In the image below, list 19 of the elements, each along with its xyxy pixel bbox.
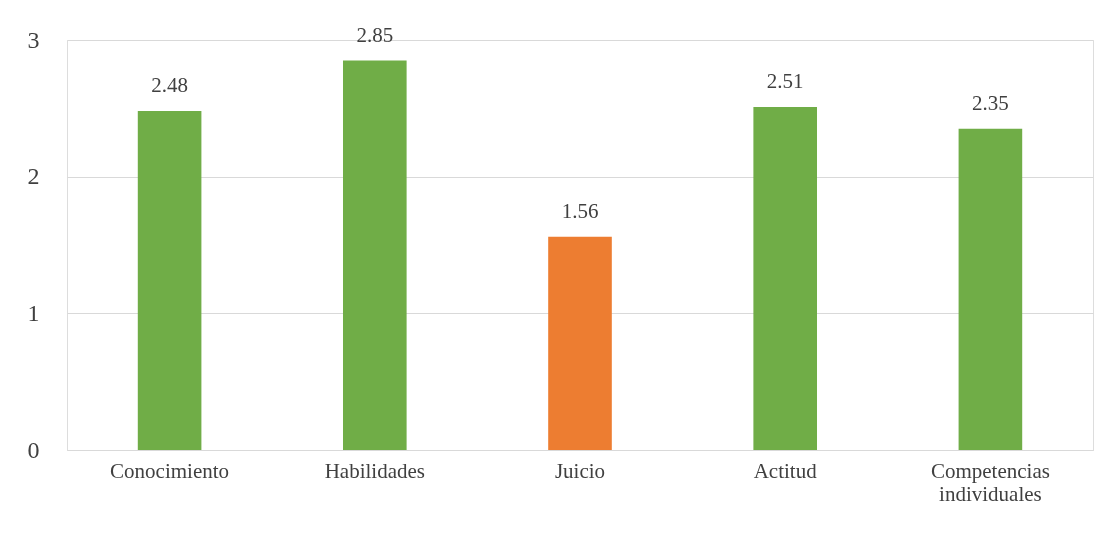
x-tick-label: Competencias individuales — [930, 458, 1050, 506]
data-label: 2.48 — [151, 73, 188, 98]
bar — [753, 106, 818, 450]
bar — [958, 128, 1023, 450]
bar — [342, 60, 407, 450]
x-tick-label: Juicio — [554, 458, 606, 483]
x-tick-label: Actitud — [753, 458, 818, 483]
data-label: 2.85 — [356, 22, 394, 47]
y-tick-label: 2 — [27, 163, 40, 190]
data-label: 2.51 — [766, 68, 804, 93]
data-label: 1.56 — [561, 198, 599, 223]
y-tick-label: 3 — [27, 26, 40, 53]
x-tick-label: Habilidades — [324, 458, 425, 483]
y-tick-label: 1 — [27, 299, 40, 326]
x-tick-label: Conocimiento — [110, 458, 230, 483]
y-tick-label: 0 — [27, 436, 40, 463]
data-label: 2.35 — [972, 90, 1009, 115]
bar — [137, 111, 202, 450]
bar — [548, 236, 612, 450]
